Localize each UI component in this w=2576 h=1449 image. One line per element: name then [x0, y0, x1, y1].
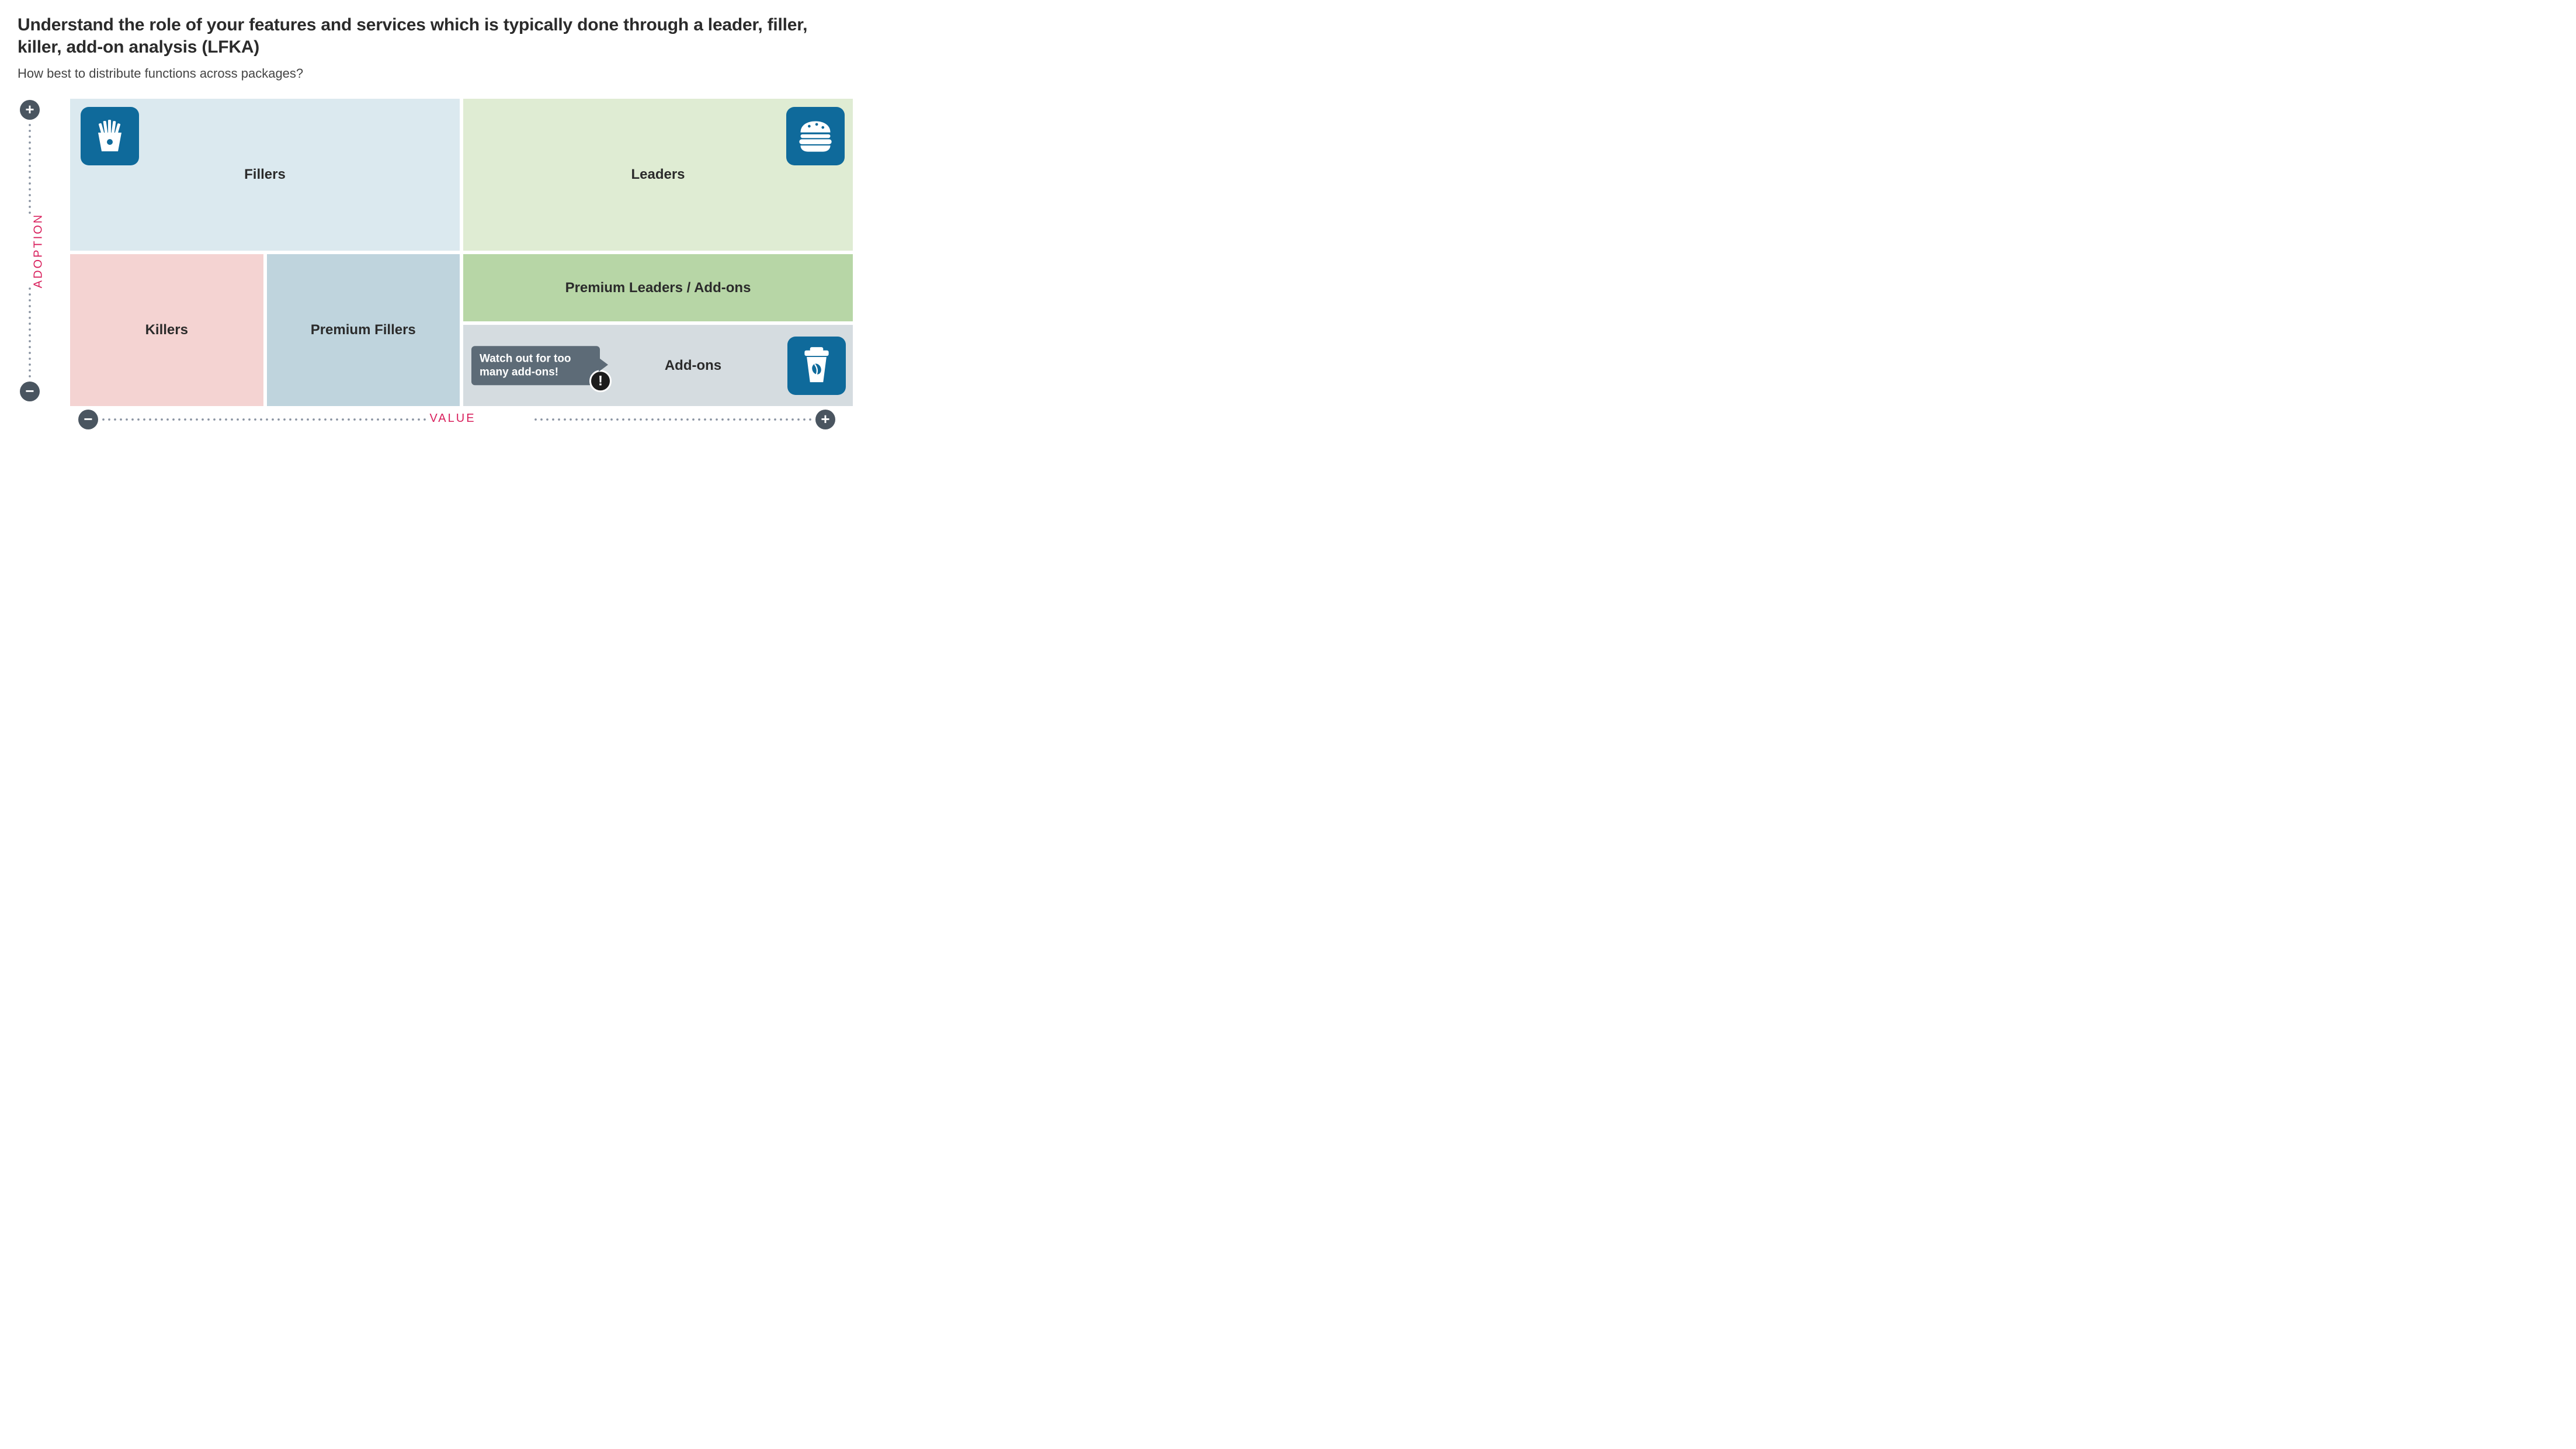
y-axis: + ADOPTION −: [18, 99, 70, 403]
x-axis-plus-icon: +: [815, 410, 835, 429]
lfka-diagram: + ADOPTION −: [18, 99, 835, 433]
quadrant-addons: Watch out for too many add-ons! ! Add-on…: [463, 325, 853, 406]
bottom-left-split: Killers Premium Fillers: [70, 254, 460, 406]
x-axis-dots: [100, 418, 428, 421]
quadrant-addons-label: Add-ons: [665, 358, 721, 374]
minus-glyph: −: [84, 411, 92, 427]
y-axis-dots: [29, 122, 31, 216]
quadrant-premium-leaders-label: Premium Leaders / Add-ons: [565, 280, 751, 296]
x-axis-label: VALUE: [429, 412, 475, 425]
x-axis: − VALUE +: [70, 410, 835, 433]
quadrant-leaders: Leaders: [463, 99, 853, 251]
burger-svg: [796, 116, 835, 156]
quadrant-fillers: Fillers: [70, 99, 460, 251]
y-axis-dots: [29, 286, 31, 379]
warning-glyph: !: [598, 372, 603, 390]
quadrant-grid: Fillers: [70, 99, 853, 403]
addons-callout: Watch out for too many add-ons! !: [471, 346, 600, 386]
burger-icon: [786, 107, 845, 165]
quadrant-premium-fillers-label: Premium Fillers: [311, 322, 416, 338]
quadrant-premium-fillers: Premium Fillers: [267, 254, 460, 406]
minus-glyph: −: [25, 383, 34, 398]
coffee-cup-svg: [799, 346, 834, 386]
fries-svg: [91, 117, 129, 155]
x-axis-dots: [533, 418, 812, 421]
y-axis-minus-icon: −: [20, 382, 40, 401]
x-axis-minus-icon: −: [78, 410, 98, 429]
addons-callout-text: Watch out for too many add-ons!: [480, 352, 571, 379]
y-axis-plus-icon: +: [20, 100, 40, 120]
quadrant-fillers-label: Fillers: [244, 167, 286, 183]
quadrant-leaders-label: Leaders: [631, 167, 685, 183]
plus-glyph: +: [25, 102, 34, 117]
y-axis-label-text: ADOPTION: [32, 213, 46, 288]
quadrant-killers: Killers: [70, 254, 263, 406]
coffee-cup-icon: [787, 337, 846, 395]
plus-glyph: +: [821, 411, 829, 427]
bottom-right-split: Premium Leaders / Add-ons Watch out for …: [463, 254, 853, 406]
quadrant-killers-label: Killers: [145, 322, 188, 338]
fries-icon: [81, 107, 139, 165]
page-subtitle: How best to distribute functions across …: [18, 66, 835, 81]
quadrant-premium-leaders: Premium Leaders / Add-ons: [463, 254, 853, 321]
page-title: Understand the role of your features and…: [18, 14, 835, 58]
warning-icon: !: [589, 370, 612, 392]
